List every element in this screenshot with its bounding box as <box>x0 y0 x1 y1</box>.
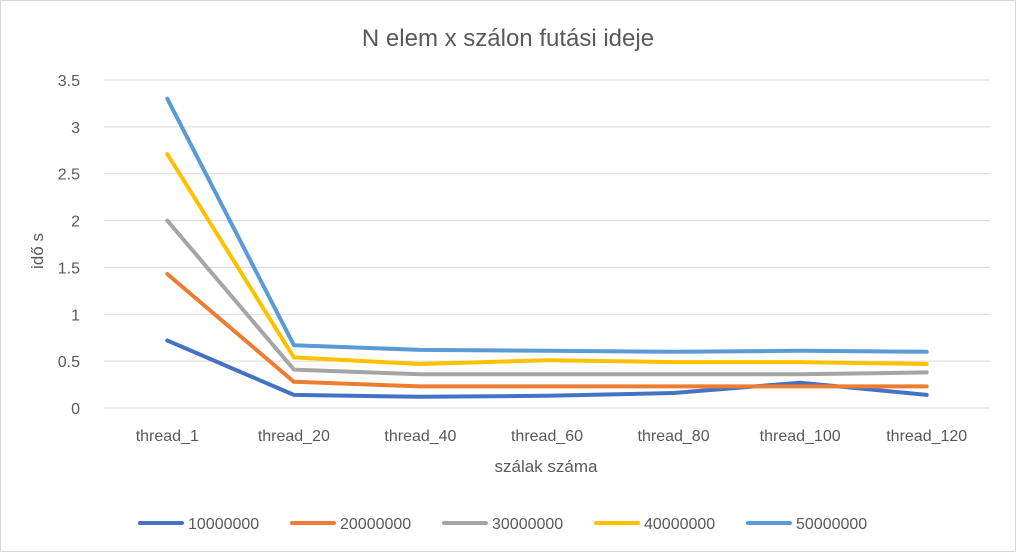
legend-item: 30000000 <box>442 516 563 533</box>
y-tick-label: 3.5 <box>58 73 80 90</box>
y-tick-label: 2.5 <box>58 167 80 184</box>
legend-label: 20000000 <box>340 516 411 533</box>
legend-item: 40000000 <box>594 516 715 533</box>
y-axis-title: idő s <box>28 233 47 269</box>
x-axis-title: szálak száma <box>495 457 599 476</box>
legend-label: 50000000 <box>796 516 867 533</box>
legend-item: 20000000 <box>290 516 411 533</box>
series-line-50000000 <box>165 96 929 354</box>
legend-label: 30000000 <box>492 516 563 533</box>
series-line-40000000 <box>165 152 929 366</box>
y-tick-label: 0.5 <box>58 354 80 371</box>
x-tick-label: thread_40 <box>384 428 456 445</box>
y-tick-label: 3 <box>71 120 80 137</box>
x-tick-label: thread_20 <box>258 428 330 445</box>
series-line-20000000 <box>165 272 929 389</box>
x-tick-label: thread_100 <box>760 428 841 445</box>
y-tick-label: 1.5 <box>58 260 80 277</box>
x-tick-label: thread_1 <box>136 428 199 445</box>
x-tick-label: thread_120 <box>886 428 967 445</box>
legend-item: 10000000 <box>138 516 259 533</box>
y-tick-label: 1 <box>71 307 80 324</box>
x-axis-tick-labels: thread_1 thread_20 thread_40 thread_60 threa… <box>136 428 968 445</box>
series-lines <box>165 96 929 399</box>
legend: 10000000 20000000 30000000 40000000 50000000 <box>138 516 867 533</box>
series-line-10000000 <box>165 338 929 399</box>
y-axis-tick-labels: 0 0.5 1 1.5 2 2.5 3 3.5 <box>58 73 80 418</box>
x-tick-label: thread_60 <box>511 428 583 445</box>
chart-title: N elem x szálon futási ideje <box>362 25 654 52</box>
series-line-30000000 <box>165 218 929 377</box>
y-tick-label: 0 <box>71 401 80 418</box>
y-tick-label: 2 <box>71 214 80 231</box>
legend-label: 40000000 <box>644 516 715 533</box>
legend-item: 50000000 <box>746 516 867 533</box>
x-tick-label: thread_80 <box>638 428 710 445</box>
legend-label: 10000000 <box>188 516 259 533</box>
